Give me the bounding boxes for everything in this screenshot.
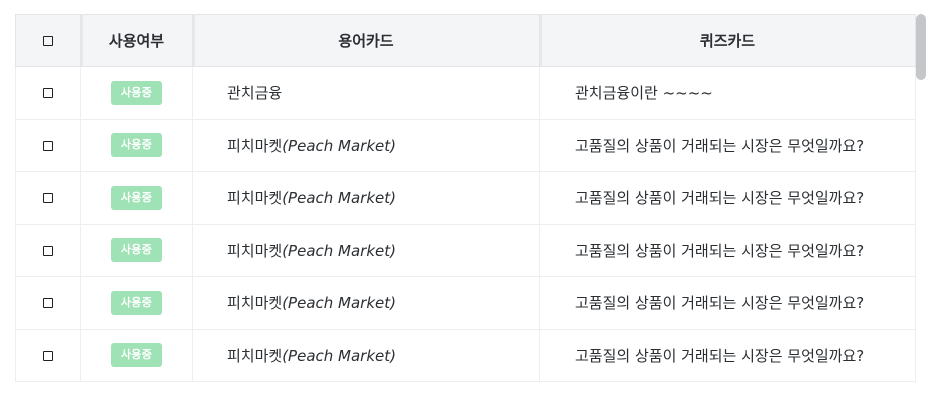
status-badge: 사용중 — [110, 80, 163, 105]
status-cell: 사용중 — [80, 66, 193, 120]
term-cell[interactable]: 관치금융 — [192, 66, 540, 120]
term-cell[interactable]: 피치마켓(Peach Market) — [192, 329, 540, 382]
quiz-text: 고품질의 상품이 거래되는 시장은 무엇일까요? — [575, 189, 865, 208]
term-text: 관치금융 — [227, 84, 283, 103]
status-badge: 사용중 — [110, 133, 163, 158]
vertical-scrollbar-thumb[interactable] — [916, 14, 926, 80]
status-cell: 사용중 — [80, 171, 193, 225]
term-text: 피치마켓 — [227, 346, 283, 365]
term-text: 피치마켓 — [227, 241, 283, 260]
select-all-checkbox[interactable] — [43, 36, 53, 46]
status-cell: 사용중 — [80, 119, 193, 172]
term-english: (Peach Market) — [282, 136, 396, 155]
quiz-cell[interactable]: 고품질의 상품이 거래되는 시장은 무엇일까요? — [539, 276, 916, 330]
card-table-container: 사용여부 용어카드 퀴즈카드 사용중 관치금융 관치금융이란 ~~~~ 사용중 … — [15, 14, 916, 382]
quiz-cell[interactable]: 고품질의 상품이 거래되는 시장은 무엇일까요? — [539, 171, 916, 225]
term-cell[interactable]: 피치마켓(Peach Market) — [192, 119, 540, 172]
row-checkbox[interactable] — [43, 245, 53, 256]
row-checkbox[interactable] — [43, 350, 53, 361]
term-text: 피치마켓 — [227, 189, 283, 208]
quiz-text: 고품질의 상품이 거래되는 시장은 무엇일까요? — [575, 346, 865, 365]
quiz-cell[interactable]: 고품질의 상품이 거래되는 시장은 무엇일까요? — [539, 224, 916, 277]
term-cell[interactable]: 피치마켓(Peach Market) — [192, 224, 540, 277]
row-check-cell — [15, 66, 81, 120]
status-cell: 사용중 — [80, 224, 193, 277]
quiz-text: 고품질의 상품이 거래되는 시장은 무엇일까요? — [575, 241, 865, 260]
term-english: (Peach Market) — [282, 346, 396, 365]
term-text: 피치마켓 — [227, 136, 283, 155]
row-check-cell — [15, 119, 81, 172]
table-row[interactable]: 사용중 피치마켓(Peach Market) 고품질의 상품이 거래되는 시장은… — [15, 329, 916, 382]
table-row[interactable]: 사용중 피치마켓(Peach Market) 고품질의 상품이 거래되는 시장은… — [15, 276, 916, 330]
status-badge: 사용중 — [110, 238, 163, 263]
row-checkbox[interactable] — [43, 298, 53, 309]
table-row[interactable]: 사용중 관치금융 관치금융이란 ~~~~ — [15, 66, 916, 120]
status-cell: 사용중 — [80, 276, 193, 330]
row-check-cell — [15, 171, 81, 225]
quiz-cell[interactable]: 고품질의 상품이 거래되는 시장은 무엇일까요? — [539, 329, 916, 382]
table-body: 사용중 관치금융 관치금융이란 ~~~~ 사용중 피치마켓(Peach Mark… — [15, 66, 916, 382]
term-english: (Peach Market) — [282, 241, 396, 260]
row-checkbox[interactable] — [43, 88, 53, 99]
quiz-card-column-header[interactable]: 퀴즈카드 — [539, 14, 916, 67]
quiz-text: 관치금융이란 ~~~~ — [575, 84, 713, 103]
term-cell[interactable]: 피치마켓(Peach Market) — [192, 171, 540, 225]
term-card-column-header[interactable]: 용어카드 — [192, 14, 540, 67]
table-row[interactable]: 사용중 피치마켓(Peach Market) 고품질의 상품이 거래되는 시장은… — [15, 224, 916, 277]
table-row[interactable]: 사용중 피치마켓(Peach Market) 고품질의 상품이 거래되는 시장은… — [15, 171, 916, 225]
card-table: 사용여부 용어카드 퀴즈카드 사용중 관치금융 관치금융이란 ~~~~ 사용중 … — [15, 14, 916, 382]
select-all-cell — [15, 14, 81, 67]
term-english: (Peach Market) — [282, 189, 396, 208]
status-column-header[interactable]: 사용여부 — [80, 14, 193, 67]
row-check-cell — [15, 329, 81, 382]
row-check-cell — [15, 224, 81, 277]
status-badge: 사용중 — [110, 290, 163, 315]
quiz-cell[interactable]: 고품질의 상품이 거래되는 시장은 무엇일까요? — [539, 119, 916, 172]
quiz-text: 고품질의 상품이 거래되는 시장은 무엇일까요? — [575, 136, 865, 155]
term-text: 피치마켓 — [227, 294, 283, 313]
status-cell: 사용중 — [80, 329, 193, 382]
header-row: 사용여부 용어카드 퀴즈카드 — [15, 14, 916, 67]
term-english: (Peach Market) — [282, 294, 396, 313]
table-row[interactable]: 사용중 피치마켓(Peach Market) 고품질의 상품이 거래되는 시장은… — [15, 119, 916, 172]
status-badge: 사용중 — [110, 185, 163, 210]
row-checkbox[interactable] — [43, 193, 53, 204]
quiz-text: 고품질의 상품이 거래되는 시장은 무엇일까요? — [575, 294, 865, 313]
term-cell[interactable]: 피치마켓(Peach Market) — [192, 276, 540, 330]
table-header: 사용여부 용어카드 퀴즈카드 — [15, 14, 916, 67]
status-badge: 사용중 — [110, 343, 163, 368]
row-checkbox[interactable] — [43, 140, 53, 151]
quiz-cell[interactable]: 관치금융이란 ~~~~ — [539, 66, 916, 120]
row-check-cell — [15, 276, 81, 330]
